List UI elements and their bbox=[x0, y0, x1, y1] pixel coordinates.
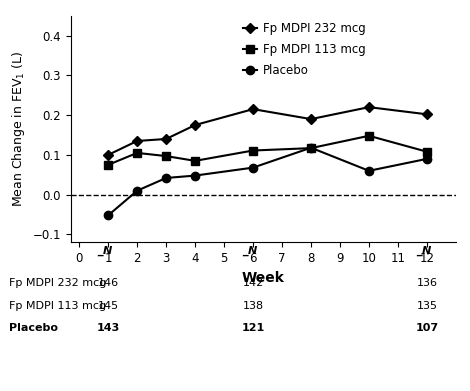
Legend: Fp MDPI 232 mcg, Fp MDPI 113 mcg, Placebo: Fp MDPI 232 mcg, Fp MDPI 113 mcg, Placeb… bbox=[238, 17, 370, 82]
Fp MDPI 113 mcg bbox=[105, 163, 111, 167]
Text: 138: 138 bbox=[243, 301, 264, 311]
Placebo bbox=[134, 188, 140, 193]
Placebo bbox=[163, 176, 169, 180]
Placebo bbox=[105, 213, 111, 218]
X-axis label: Week: Week bbox=[242, 271, 285, 285]
Placebo bbox=[250, 165, 256, 170]
Text: 145: 145 bbox=[98, 301, 119, 311]
Fp MDPI 232 mcg bbox=[163, 136, 169, 141]
Placebo bbox=[366, 169, 372, 173]
Text: 135: 135 bbox=[416, 301, 438, 311]
Text: Fp MDPI 113 mcg: Fp MDPI 113 mcg bbox=[9, 301, 107, 311]
Fp MDPI 113 mcg bbox=[192, 158, 198, 163]
Text: 121: 121 bbox=[242, 323, 265, 334]
Text: 146: 146 bbox=[98, 278, 119, 288]
Text: 136: 136 bbox=[416, 278, 438, 288]
Text: 143: 143 bbox=[96, 323, 120, 334]
Line: Placebo: Placebo bbox=[104, 143, 431, 219]
Line: Fp MDPI 232 mcg: Fp MDPI 232 mcg bbox=[105, 104, 431, 158]
Fp MDPI 232 mcg bbox=[366, 105, 372, 109]
Text: Placebo: Placebo bbox=[9, 323, 58, 334]
Y-axis label: Mean Change in FEV$_1$ (L): Mean Change in FEV$_1$ (L) bbox=[10, 51, 27, 207]
Fp MDPI 113 mcg bbox=[308, 146, 314, 151]
Placebo bbox=[424, 156, 430, 161]
Fp MDPI 232 mcg bbox=[105, 152, 111, 157]
Fp MDPI 113 mcg bbox=[163, 154, 169, 158]
Fp MDPI 113 mcg bbox=[134, 151, 140, 155]
Fp MDPI 232 mcg bbox=[424, 112, 430, 117]
Text: ̲N: ̲N bbox=[249, 246, 258, 256]
Fp MDPI 232 mcg bbox=[192, 123, 198, 127]
Fp MDPI 232 mcg bbox=[308, 117, 314, 122]
Line: Fp MDPI 113 mcg: Fp MDPI 113 mcg bbox=[104, 132, 431, 169]
Fp MDPI 232 mcg bbox=[134, 139, 140, 143]
Text: Fp MDPI 232 mcg: Fp MDPI 232 mcg bbox=[9, 278, 107, 288]
Text: ̲N: ̲N bbox=[103, 246, 113, 256]
Fp MDPI 232 mcg bbox=[250, 107, 256, 111]
Placebo bbox=[192, 173, 198, 178]
Fp MDPI 113 mcg bbox=[366, 133, 372, 138]
Text: ̲N: ̲N bbox=[423, 246, 431, 256]
Fp MDPI 113 mcg bbox=[424, 149, 430, 154]
Text: 107: 107 bbox=[415, 323, 439, 334]
Text: 142: 142 bbox=[243, 278, 264, 288]
Placebo bbox=[308, 145, 314, 150]
Fp MDPI 113 mcg bbox=[250, 148, 256, 153]
